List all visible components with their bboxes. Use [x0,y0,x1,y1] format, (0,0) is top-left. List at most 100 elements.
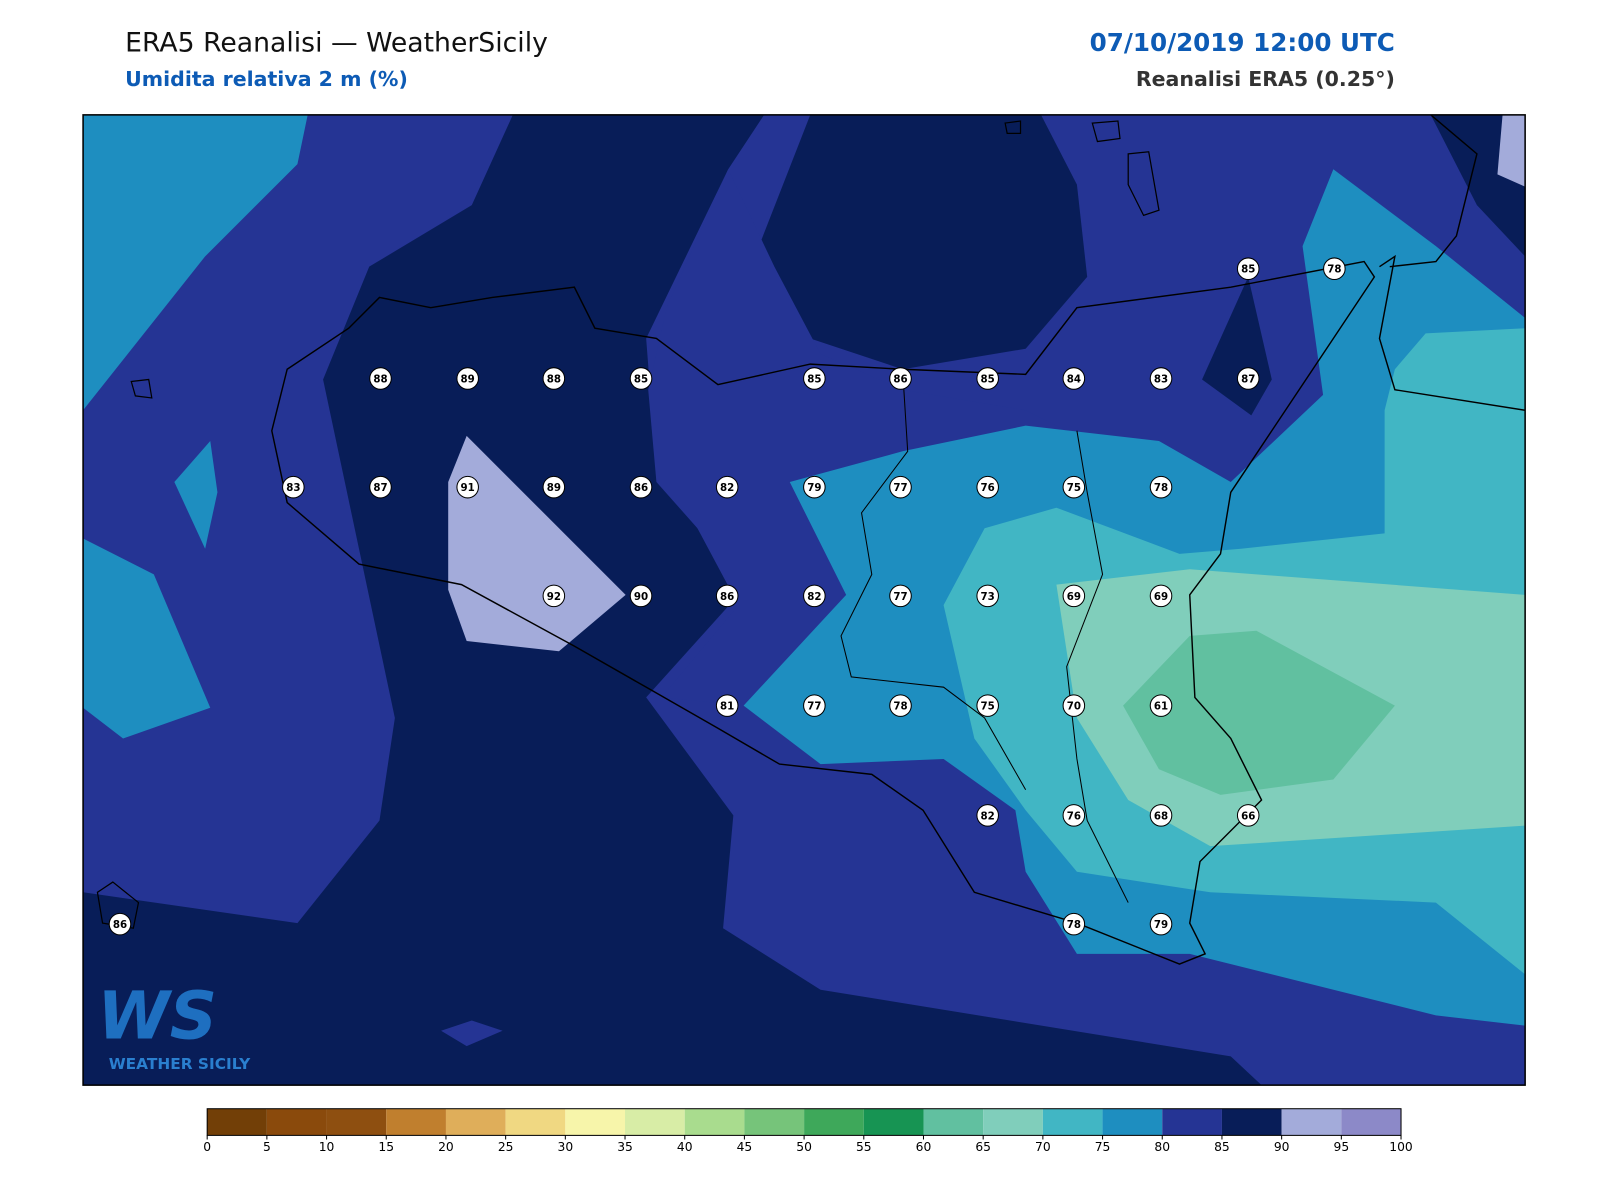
station-value: 76 [981,482,995,494]
map-fields [83,114,1526,1086]
colorbar-bin [1221,1108,1282,1136]
logo-mark: WS [97,979,217,1055]
station-marker [803,584,826,608]
colorbar-bin [565,1108,626,1136]
colorbar-tick-label: 10 [319,1140,335,1154]
field-85-90 [83,114,1262,1086]
colorbar-tick-label: 20 [438,1140,454,1154]
source: Reanalisi ERA5 (0.25°) [1136,67,1395,91]
colorbar-tick-label: 30 [558,1140,574,1154]
station-value: 84 [1067,373,1081,385]
colorbar-tick-label: 15 [378,1140,394,1154]
station-value: 86 [113,919,127,931]
station-value: 88 [373,373,387,385]
province-border [840,369,1129,903]
colorbar-bin [505,1108,566,1136]
colorbar-bin [1102,1108,1163,1136]
station-value: 87 [1241,373,1255,385]
station-marker [1062,584,1086,608]
station-value: 78 [893,701,907,713]
colorbar-tick-label: 70 [1035,1140,1051,1154]
station-marker [1323,257,1346,280]
station-marker [369,475,392,499]
station-value: 90 [634,591,648,603]
station-value: 83 [286,482,300,494]
field-75-80 [174,441,218,549]
logo-text: WEATHER SICILY [109,1055,251,1073]
station-value: 77 [807,701,821,713]
station-value: 78 [1154,482,1168,494]
station-value: 85 [634,373,648,385]
station-value: 81 [720,701,734,713]
colorbar-tick-label: 55 [856,1140,872,1154]
colorbar-tick-label: 50 [796,1140,812,1154]
station-value: 78 [1327,264,1341,276]
colorbar-tick-label: 100 [1389,1140,1412,1154]
colorbar-tick-label: 90 [1274,1140,1290,1154]
colorbar-tick-label: 80 [1154,1140,1170,1154]
colorbar-tick-label: 60 [916,1140,932,1154]
datetime: 07/10/2019 12:00 UTC [1090,28,1395,57]
station-marker [976,804,999,827]
station-value: 78 [1067,919,1081,931]
colorbar-bin [386,1108,446,1136]
map-frame [82,114,1526,1086]
coastline [271,260,1376,965]
colorbar-tick-label: 35 [617,1140,633,1154]
station-value: 69 [1067,591,1081,603]
station-value: 69 [1154,591,1168,603]
colorbar-bin [1341,1108,1402,1136]
station-value: 85 [1241,264,1255,276]
station-marker [976,694,999,717]
colorbar-bin [863,1108,924,1136]
colorbar-tick-label: 75 [1095,1140,1111,1154]
station-marker [1149,367,1173,390]
station-value: 83 [1154,373,1168,385]
colorbar-bin [923,1108,984,1136]
station-value: 86 [634,482,648,494]
station-value: 79 [1154,919,1168,931]
colorbar-bin [1281,1108,1342,1136]
colorbar-bin [983,1108,1043,1136]
station-value: 75 [981,701,995,713]
station-marker [1062,475,1086,499]
field-90-95 [448,435,626,652]
station-value: 82 [981,810,995,822]
station-value: 77 [893,591,907,603]
station-marker [629,584,653,608]
station-value: 87 [373,482,387,494]
station-marker [976,584,999,608]
colorbar-bin [445,1108,506,1136]
field-80-85 [648,169,1067,706]
station-value: 70 [1067,701,1081,713]
colorbar-tick-label: 95 [1334,1140,1350,1154]
station-value: 86 [720,591,734,603]
field-75-80 [83,538,211,739]
station-marker [1236,257,1260,280]
station-marker [108,912,132,936]
station-marker [1062,367,1086,390]
station-marker [1062,912,1086,936]
station-value: 73 [981,591,995,603]
stations: 85 78 88 89 88 85 85 86 85 84 83 87 83 87 91 89 86 82 79 77… [108,257,1346,936]
station-value: 77 [893,482,907,494]
station-value: 92 [547,591,561,603]
station-value: 82 [720,482,734,494]
station-marker [629,367,653,390]
station-marker [1149,804,1173,827]
station-marker [889,367,912,390]
colorbar-tick-label: 45 [737,1140,753,1154]
station-marker [1149,584,1173,608]
station-marker [542,584,566,608]
colorbar-tick-label: 0 [203,1140,211,1154]
station-value: 86 [893,373,907,385]
station-value: 76 [1067,810,1081,822]
logo: WS WEATHER SICILY [97,979,251,1074]
station-value: 89 [547,482,561,494]
colorbar-bin [266,1108,327,1136]
field-85-90 [758,114,1088,370]
field-60-65 [1123,630,1395,795]
station-marker [1149,912,1173,936]
field-75-80 [83,114,308,411]
